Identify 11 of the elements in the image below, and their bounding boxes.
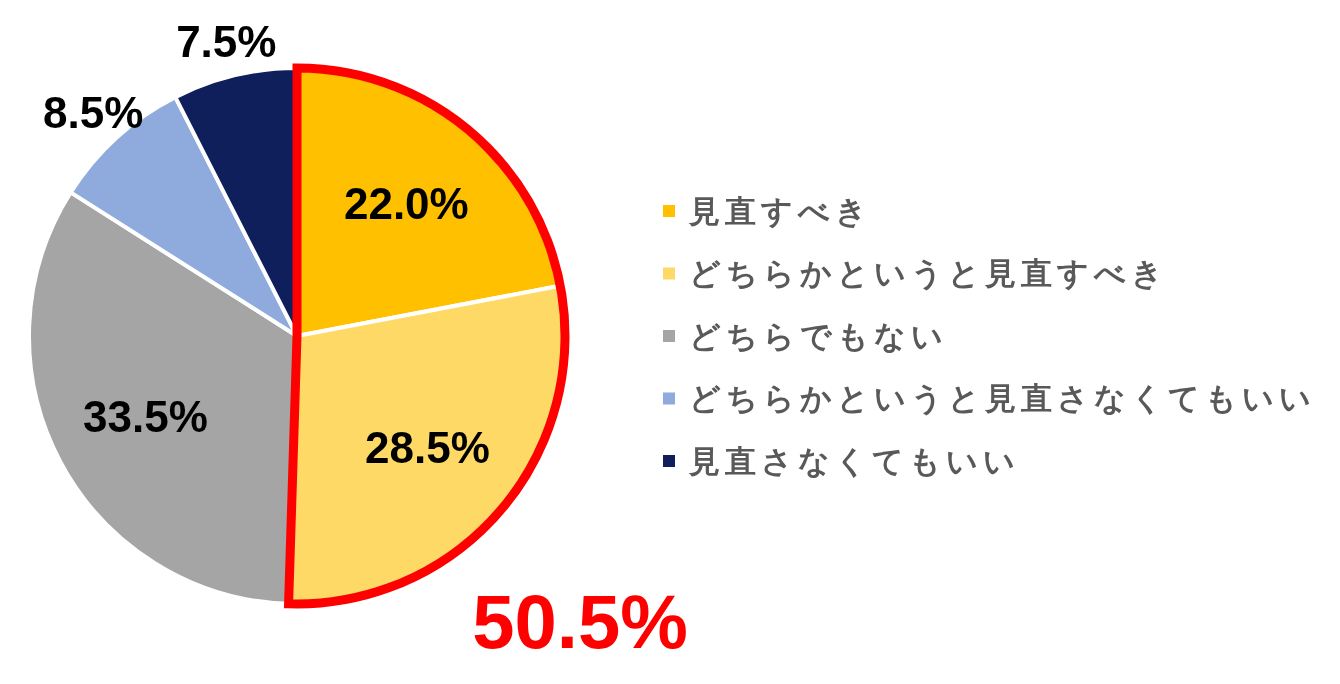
legend-label: 見直すべき: [688, 193, 872, 229]
legend-label: どちらかというと見直すべき: [689, 256, 1168, 291]
data-label: 7.5%: [176, 17, 277, 67]
data-label: 28.5%: [365, 422, 490, 472]
data-label: 33.5%: [83, 391, 208, 441]
legend-label: 見直さなくてもいい: [688, 443, 1020, 479]
text: 50.5%: [472, 579, 688, 664]
legend-label: どちらでもない: [689, 318, 948, 354]
data-label: 8.5%: [43, 87, 144, 137]
legend-label: どちらかというと見直さなくてもいい: [689, 381, 1316, 416]
data-label: 22.0%: [343, 179, 469, 229]
